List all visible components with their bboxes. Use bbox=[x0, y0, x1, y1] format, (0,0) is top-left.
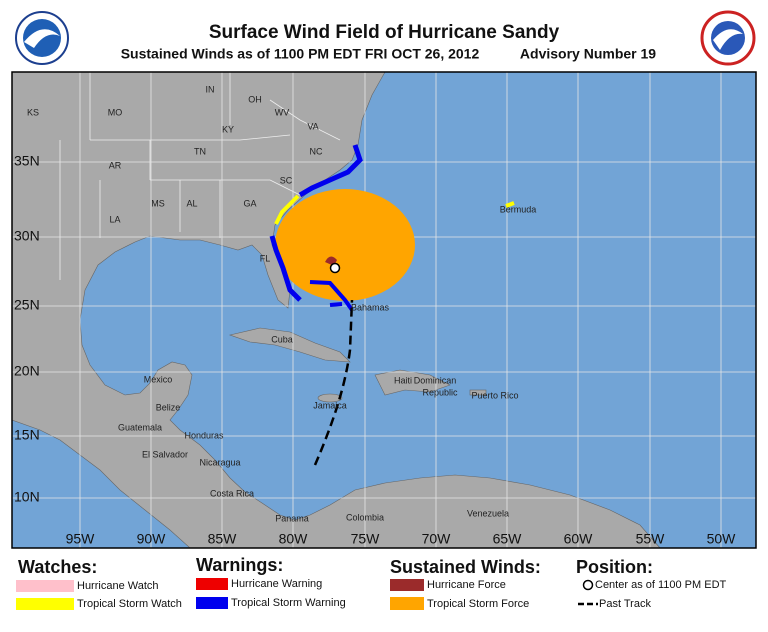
lon-label: 95W bbox=[66, 531, 96, 547]
place-label: Jamaica bbox=[313, 400, 347, 410]
map: 95W 90W 85W 80W 75W 70W 65W 60W 55W 50W 35N 30N 25N 2… bbox=[11, 71, 757, 549]
place-label: Panama bbox=[275, 513, 309, 523]
legend-item: Hurricane Warning bbox=[231, 578, 322, 590]
place-label: AL bbox=[186, 198, 197, 208]
place-label: AR bbox=[109, 160, 122, 170]
tropical-storm-warning bbox=[329, 302, 343, 307]
place-label: Guatemala bbox=[118, 422, 162, 432]
map-frame bbox=[11, 71, 757, 549]
puerto-rico bbox=[469, 389, 487, 396]
subtitle: Sustained Winds as of 1100 PM EDT FRI OC… bbox=[121, 46, 480, 62]
tropical-storm-watch bbox=[505, 201, 515, 208]
place-label: Mexico bbox=[144, 374, 173, 384]
lon-label: 60W bbox=[564, 531, 594, 547]
place-labels: 95W 90W 85W 80W 75W 70W 65W 60W 55W 50W 35N 30N 25N 2… bbox=[14, 84, 736, 546]
center-symbol bbox=[582, 579, 594, 591]
legend-title: Sustained Winds: bbox=[390, 557, 541, 577]
place-label: KY bbox=[222, 124, 234, 134]
legend-title: Position: bbox=[576, 557, 653, 577]
lon-label: 75W bbox=[351, 531, 381, 547]
swatch bbox=[16, 598, 74, 610]
hispaniola bbox=[374, 369, 451, 396]
swatch bbox=[196, 597, 228, 609]
lon-label: 90W bbox=[137, 531, 167, 547]
lat-label: 35N bbox=[14, 153, 40, 169]
state-borders bbox=[59, 72, 341, 280]
legend-item: Tropical Storm Force bbox=[427, 598, 529, 610]
place-label: Cuba bbox=[271, 334, 293, 344]
legend-item: Tropical Storm Watch bbox=[77, 598, 182, 610]
lon-label: 85W bbox=[208, 531, 238, 547]
noaa-logo bbox=[15, 11, 69, 65]
place-label: Dominican bbox=[414, 375, 457, 385]
cuba bbox=[228, 327, 351, 363]
place-label: VA bbox=[307, 121, 318, 131]
lon-label: 65W bbox=[493, 531, 523, 547]
lat-label: 10N bbox=[14, 489, 40, 505]
lon-label: 80W bbox=[279, 531, 309, 547]
place-label: OH bbox=[248, 94, 262, 104]
swatch bbox=[16, 580, 74, 592]
lon-label: 70W bbox=[422, 531, 452, 547]
place-label: Republic bbox=[422, 387, 458, 397]
legend-item: Tropical Storm Warning bbox=[231, 597, 346, 609]
place-label: WV bbox=[275, 107, 290, 117]
place-label: Honduras bbox=[184, 430, 224, 440]
legend-item: Center as of 1100 PM EDT bbox=[595, 579, 727, 591]
place-label: Bermuda bbox=[500, 204, 537, 214]
tropical-storm-force-area bbox=[275, 189, 415, 301]
swatch bbox=[390, 579, 424, 591]
place-label: Belize bbox=[156, 402, 181, 412]
place-label: Bahamas bbox=[351, 302, 390, 312]
legend-title: Warnings: bbox=[196, 555, 283, 575]
lon-label: 55W bbox=[636, 531, 666, 547]
place-label: KS bbox=[27, 107, 39, 117]
nws-logo bbox=[700, 10, 756, 66]
legend-item: Hurricane Force bbox=[427, 579, 506, 591]
place-label: Haiti bbox=[394, 375, 412, 385]
lat-label: 25N bbox=[14, 297, 40, 313]
place-label: El Salvador bbox=[142, 449, 188, 459]
swatch bbox=[390, 597, 424, 610]
legend-title: Watches: bbox=[18, 557, 97, 577]
tropical-storm-warning bbox=[269, 235, 302, 302]
place-label: GA bbox=[243, 198, 256, 208]
lat-label: 20N bbox=[14, 363, 40, 379]
tropical-storm-warning bbox=[309, 280, 354, 312]
place-label: MS bbox=[151, 198, 165, 208]
place-label: LA bbox=[109, 214, 120, 224]
lat-label: 15N bbox=[14, 427, 40, 443]
place-label: Colombia bbox=[346, 512, 384, 522]
tropical-storm-warning bbox=[298, 144, 363, 198]
place-label: SC bbox=[280, 175, 293, 185]
lon-label: 50W bbox=[707, 531, 737, 547]
place-label: Costa Rica bbox=[210, 488, 254, 498]
place-label: TN bbox=[194, 146, 206, 156]
advisory: Advisory Number 19 bbox=[520, 46, 656, 62]
title: Surface Wind Field of Hurricane Sandy bbox=[209, 22, 560, 43]
place-label: Puerto Rico bbox=[471, 390, 518, 400]
past-track bbox=[313, 299, 354, 466]
place-label: Venezuela bbox=[467, 508, 509, 518]
legend: Watches: Hurricane Watch Tropical Storm … bbox=[16, 555, 727, 610]
tropical-storm-watch bbox=[274, 194, 300, 225]
place-label: MO bbox=[108, 107, 123, 117]
legend-item: Past Track bbox=[599, 598, 651, 610]
place-label: IN bbox=[206, 84, 215, 94]
storm-center bbox=[329, 262, 341, 274]
lat-label: 30N bbox=[14, 228, 40, 244]
place-label: Nicaragua bbox=[199, 457, 240, 467]
place-label: FL bbox=[260, 253, 271, 263]
swatch bbox=[196, 578, 228, 590]
jamaica bbox=[317, 393, 343, 403]
legend-item: Hurricane Watch bbox=[77, 580, 159, 592]
place-label: NC bbox=[310, 146, 323, 156]
